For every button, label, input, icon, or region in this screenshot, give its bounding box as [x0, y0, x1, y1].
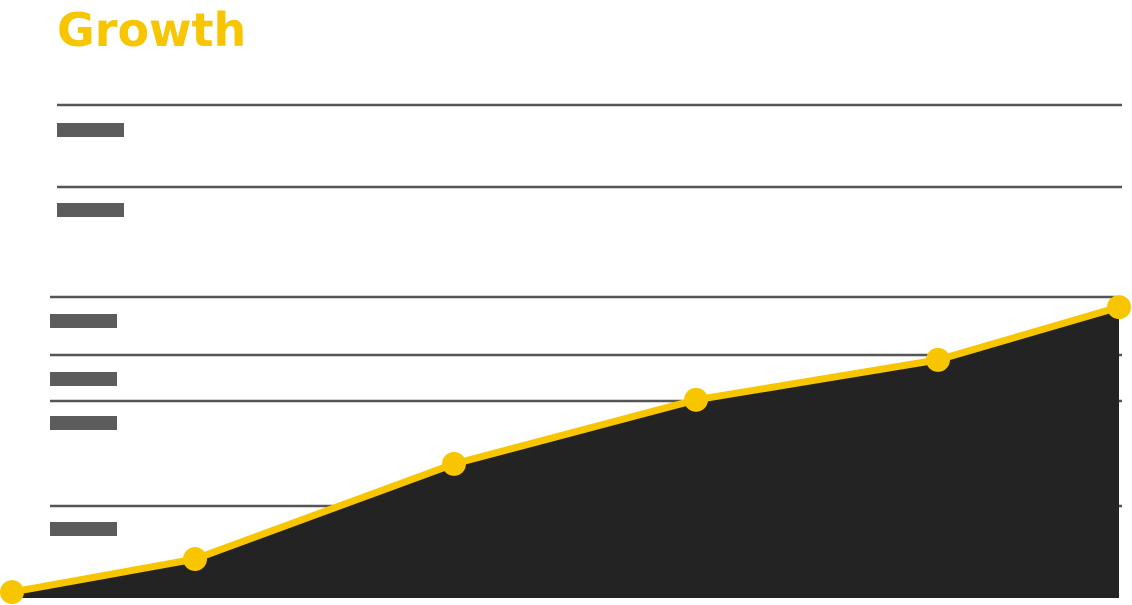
point [684, 387, 708, 412]
point [926, 347, 950, 372]
label-placeholder [50, 372, 117, 386]
area-fill [12, 307, 1119, 598]
point [0, 580, 24, 605]
label-placeholder [50, 314, 117, 328]
point [442, 451, 466, 476]
label-placeholder [57, 123, 124, 137]
chart-title: Growth [57, 3, 246, 57]
label-placeholder [57, 203, 124, 217]
label-placeholders [50, 123, 124, 536]
line [11, 303, 1120, 596]
point [1107, 295, 1131, 320]
label-placeholder [50, 416, 117, 430]
label-placeholder [50, 522, 117, 536]
point [183, 547, 207, 572]
